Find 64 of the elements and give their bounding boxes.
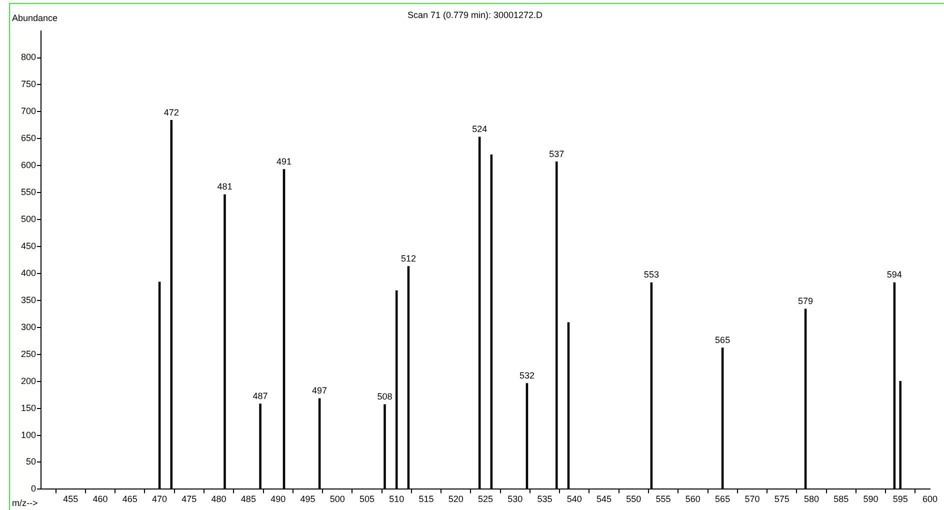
x-tick-label: 545 bbox=[596, 494, 612, 504]
x-tick-label: 555 bbox=[656, 494, 671, 504]
y-tick-label: 800 bbox=[20, 52, 36, 62]
y-tick-label: 550 bbox=[20, 187, 36, 198]
y-tick-label: 150 bbox=[20, 402, 36, 413]
y-tick-label: 50 bbox=[26, 456, 36, 467]
x-tick-label: 515 bbox=[418, 494, 434, 504]
x-tick-label: 560 bbox=[685, 494, 700, 504]
x-tick-label: 510 bbox=[389, 494, 404, 504]
y-tick-label: 650 bbox=[20, 133, 36, 144]
x-tick-label: 480 bbox=[211, 494, 226, 504]
x-tick-label: 575 bbox=[774, 494, 790, 504]
annotation: 487 bbox=[252, 390, 268, 401]
annotation: 508 bbox=[377, 392, 392, 402]
annotation: 491 bbox=[276, 156, 292, 166]
x-tick-label: 525 bbox=[478, 494, 494, 504]
x-tick-label: 475 bbox=[182, 494, 197, 504]
y-tick-label: 0 bbox=[31, 484, 36, 494]
annotation: 594 bbox=[886, 270, 902, 280]
x-tick-label: 470 bbox=[152, 494, 168, 504]
x-tick-label: 540 bbox=[566, 494, 582, 504]
x-tick-label: 530 bbox=[508, 494, 523, 504]
x-tick-label: 535 bbox=[537, 494, 552, 504]
x-tick-label: 490 bbox=[270, 494, 286, 504]
x-tick-label: 550 bbox=[626, 494, 642, 504]
y-tick-label: 250 bbox=[20, 348, 36, 359]
annotation: 553 bbox=[644, 270, 659, 280]
y-tick-label: 100 bbox=[20, 430, 36, 440]
y-axis-title: Abundance bbox=[12, 12, 58, 23]
annotation: 524 bbox=[472, 124, 488, 134]
x-tick-label: 590 bbox=[863, 494, 878, 504]
x-tick-label: 585 bbox=[834, 494, 849, 504]
x-tick-label: 565 bbox=[715, 494, 730, 504]
annotation: 532 bbox=[519, 370, 535, 380]
x-tick-label: 505 bbox=[359, 494, 374, 504]
x-tick-label: 455 bbox=[63, 494, 78, 504]
annotation: 537 bbox=[549, 148, 564, 159]
x-tick-label: 570 bbox=[744, 494, 760, 504]
x-tick-label: 485 bbox=[240, 494, 256, 504]
y-tick-label: 500 bbox=[20, 214, 36, 224]
x-tick-label: 520 bbox=[448, 494, 464, 504]
y-tick-label: 350 bbox=[20, 294, 36, 305]
x-axis-title: m/z--> bbox=[12, 498, 38, 508]
annotation: 497 bbox=[312, 386, 328, 396]
annotation: 472 bbox=[164, 107, 179, 118]
y-tick-label: 200 bbox=[20, 376, 36, 386]
x-tick-label: 495 bbox=[300, 494, 316, 504]
y-tick-label: 400 bbox=[20, 268, 36, 278]
y-tick-label: 300 bbox=[20, 322, 36, 332]
x-tick-label: 580 bbox=[804, 494, 819, 504]
x-tick-label: 595 bbox=[892, 494, 908, 504]
y-tick-label: 600 bbox=[20, 160, 36, 170]
annotation: 481 bbox=[217, 182, 232, 192]
x-tick-label: 460 bbox=[92, 494, 108, 504]
x-tick-label: 500 bbox=[330, 494, 345, 504]
y-tick-label: 750 bbox=[20, 79, 36, 90]
annotation: 579 bbox=[798, 296, 814, 306]
annotation: 512 bbox=[400, 253, 416, 264]
y-tick-label: 700 bbox=[20, 106, 36, 116]
annotation: 565 bbox=[715, 334, 730, 345]
x-tick-label: 465 bbox=[122, 494, 138, 504]
x-tick-label: 600 bbox=[922, 494, 938, 504]
chart-title: Scan 71 (0.779 min): 30001272.D bbox=[407, 10, 544, 20]
y-tick-label: 450 bbox=[20, 241, 36, 251]
